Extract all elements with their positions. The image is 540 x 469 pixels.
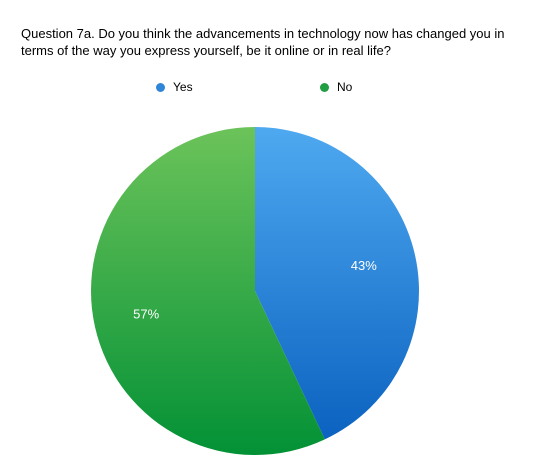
pie-slice-yes (255, 127, 419, 440)
legend-swatch-no (320, 82, 329, 92)
slice-label-no: 57% (133, 307, 159, 322)
legend-swatch-yes (156, 82, 165, 92)
chart-legend: Yes No (0, 80, 540, 96)
legend-item-yes: Yes (156, 80, 193, 94)
legend-label-no: No (337, 80, 353, 94)
legend-item-no: No (320, 80, 352, 94)
chart-title: Question 7a. Do you think the advancemen… (21, 26, 505, 58)
pie-slice-no (90, 127, 325, 455)
legend-label-yes: Yes (173, 80, 193, 94)
slice-label-yes: 43% (351, 258, 377, 273)
